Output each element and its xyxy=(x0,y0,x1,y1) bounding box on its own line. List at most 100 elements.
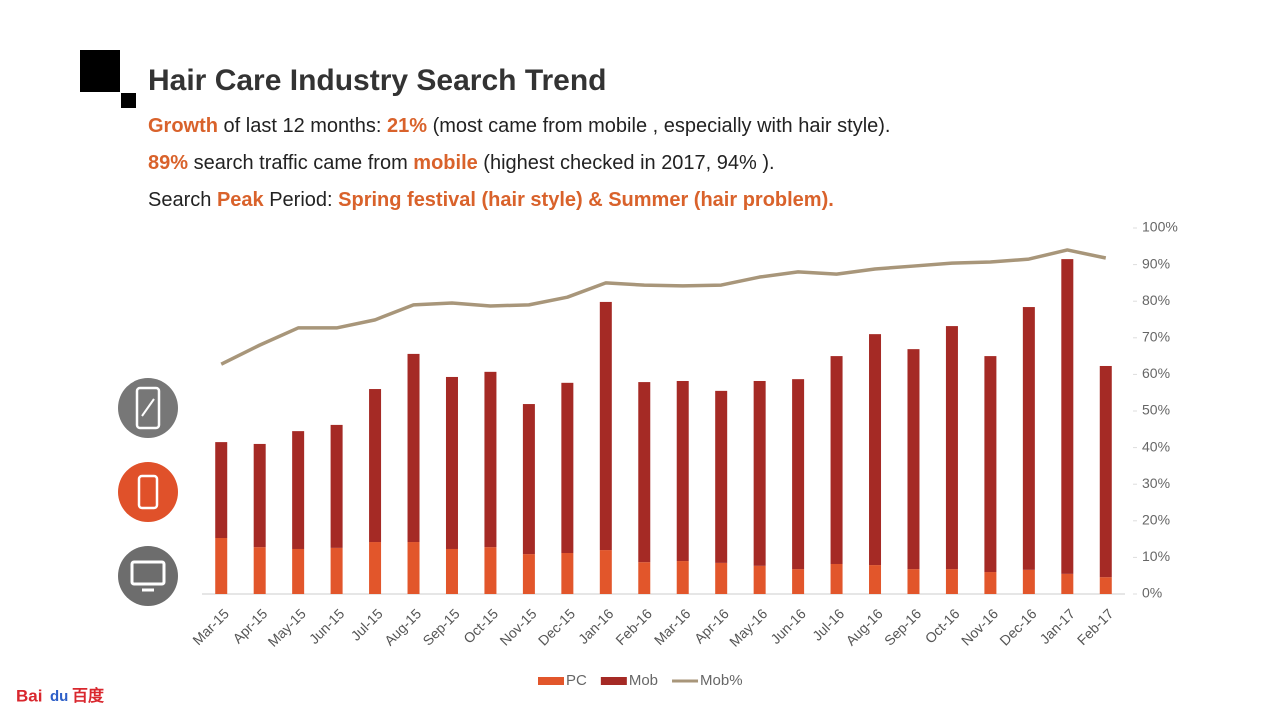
bar-segment xyxy=(445,548,458,594)
bar-segment xyxy=(599,301,612,551)
x-tick-label: Aug-16 xyxy=(843,605,886,648)
x-tick-label: Apr-16 xyxy=(691,605,732,646)
bar-segment xyxy=(561,382,574,554)
y2-tick-label: 70% xyxy=(1142,329,1170,345)
y2-tick-label: 100% xyxy=(1142,219,1178,235)
x-tick-label: Dec-15 xyxy=(535,605,578,648)
chart: 0%10%20%30%40%50%60%70%80%90%100%Mar-15A… xyxy=(189,219,1178,689)
x-tick-label: Jan-17 xyxy=(1036,605,1078,647)
bar-segment xyxy=(753,565,766,594)
bar-segment xyxy=(1022,569,1035,594)
bar-segment xyxy=(869,565,882,594)
highlight-line: 89% search traffic came from mobile (hig… xyxy=(148,152,775,174)
bar-segment xyxy=(984,572,997,594)
title-mark xyxy=(121,93,136,108)
x-tick-label: May-15 xyxy=(265,605,309,649)
highlight-part: mobile xyxy=(413,152,477,174)
highlights: Growth of last 12 months: 21% (most came… xyxy=(148,115,890,211)
x-tick-label: Sep-16 xyxy=(881,605,924,648)
bar-segment xyxy=(945,326,958,570)
bar-segment xyxy=(676,561,689,594)
icon-pc xyxy=(118,546,178,606)
bar-segment xyxy=(215,538,228,594)
y2-tick-label: 80% xyxy=(1142,292,1170,308)
icon-mobile xyxy=(118,462,178,522)
highlight-line: Growth of last 12 months: 21% (most came… xyxy=(148,115,890,137)
x-tick-label: Jul-15 xyxy=(348,605,386,643)
highlight-part: of last 12 months: xyxy=(218,115,387,137)
x-tick-label: Jul-16 xyxy=(809,605,847,643)
x-tick-label: Oct-16 xyxy=(922,605,963,646)
bar-segment xyxy=(407,353,420,543)
bar-segment xyxy=(676,380,689,562)
highlight-line: Search Peak Period: Spring festival (hai… xyxy=(148,189,834,211)
legend-label: PC xyxy=(566,672,587,689)
x-tick-label: Apr-15 xyxy=(229,605,270,646)
highlight-part: Period: xyxy=(264,189,338,211)
bar-segment xyxy=(1022,307,1035,570)
x-tick-label: Feb-16 xyxy=(612,605,655,648)
x-tick-label: Sep-15 xyxy=(419,605,462,648)
bar-segment xyxy=(292,548,305,594)
y2-tick-label: 10% xyxy=(1142,548,1170,564)
bar-segment xyxy=(945,569,958,594)
highlight-part: Search xyxy=(148,189,217,211)
bar-segment xyxy=(599,550,612,594)
logo-text: Bai xyxy=(16,686,42,705)
legend-swatch xyxy=(600,677,627,685)
bar-segment xyxy=(1061,259,1074,574)
bar-segment xyxy=(484,547,497,594)
x-tick-label: Nov-15 xyxy=(496,605,539,648)
bar-segment xyxy=(1099,577,1112,594)
bar-segment xyxy=(715,562,728,594)
y2-tick-label: 0% xyxy=(1142,585,1162,601)
bar-segment xyxy=(1099,365,1112,578)
bar-segment xyxy=(561,553,574,594)
bar-segment xyxy=(369,389,382,543)
highlight-part: search traffic came from xyxy=(188,152,413,174)
highlight-part: Growth xyxy=(148,115,218,137)
x-tick-label: Nov-16 xyxy=(958,605,1001,648)
logo-text: 百度 xyxy=(72,686,105,705)
x-tick-label: May-16 xyxy=(726,605,770,649)
bar-segment xyxy=(253,443,266,548)
icon-shape xyxy=(137,474,159,510)
bar-segment xyxy=(522,404,535,555)
x-tick-label: Mar-16 xyxy=(651,605,694,648)
x-tick-label: Jun-16 xyxy=(767,605,809,647)
highlight-part: 21% xyxy=(387,115,427,137)
x-tick-label: Mar-15 xyxy=(189,605,232,648)
highlight-part: 89% xyxy=(148,152,188,174)
bar-segment xyxy=(1061,573,1074,594)
bar-segment xyxy=(330,547,343,594)
highlight-part: Spring festival (hair style) & Summer (h… xyxy=(338,189,834,211)
bar-segment xyxy=(407,542,420,594)
bar-segment xyxy=(907,569,920,594)
x-tick-label: Feb-17 xyxy=(1074,605,1117,648)
legend-label: Mob% xyxy=(700,672,743,689)
bar-segment xyxy=(792,379,805,570)
icon-shape xyxy=(135,386,161,430)
bar-segment xyxy=(330,424,343,548)
title-mark xyxy=(80,50,120,92)
bar-segment xyxy=(715,390,728,563)
icons xyxy=(118,378,178,606)
x-tick-label: Dec-16 xyxy=(996,605,1039,648)
bar-segment xyxy=(484,371,497,548)
y2-tick-label: 50% xyxy=(1142,402,1170,418)
logo: Bai du 百度 xyxy=(16,686,105,705)
x-tick-label: Jun-15 xyxy=(306,605,348,647)
y2-tick-label: 60% xyxy=(1142,365,1170,381)
bar-segment xyxy=(792,569,805,594)
y2-tick-label: 20% xyxy=(1142,512,1170,528)
legend-label: Mob xyxy=(629,672,658,689)
highlight-part: Peak xyxy=(217,189,265,211)
x-tick-label: Jan-16 xyxy=(575,605,617,647)
bar-segment xyxy=(522,554,535,594)
y2-tick-label: 90% xyxy=(1142,255,1170,271)
bar-segment xyxy=(369,542,382,594)
y2-tick-label: 40% xyxy=(1142,438,1170,454)
icon-shape xyxy=(141,398,155,417)
highlight-part: (most came from mobile , especially with… xyxy=(427,115,890,137)
